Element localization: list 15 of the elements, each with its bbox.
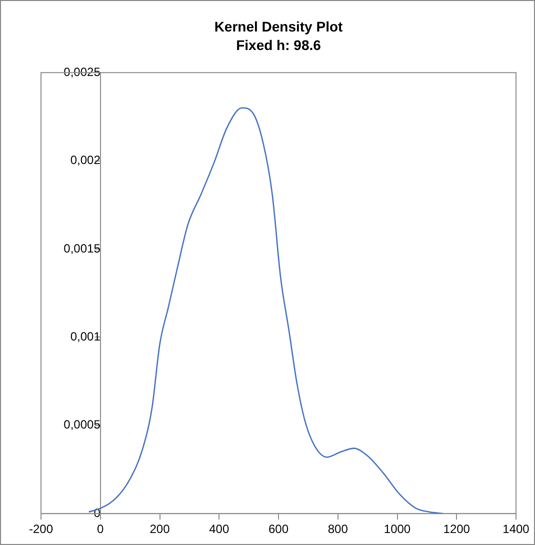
x-tick-label: 800 bbox=[328, 522, 348, 536]
x-tick-label: -200 bbox=[28, 522, 54, 536]
y-tick-label: 0,0005 bbox=[64, 418, 101, 432]
chart-title: Kernel Density Plot bbox=[214, 18, 344, 34]
y-tick-label: 0,001 bbox=[70, 330, 101, 344]
y-tick-label: 0,0025 bbox=[64, 64, 101, 79]
x-tick-label: 400 bbox=[209, 522, 230, 536]
x-tick-label: 600 bbox=[268, 522, 289, 536]
y-tick-label: 0,002 bbox=[70, 153, 101, 168]
x-tick-label: 1200 bbox=[443, 522, 470, 536]
x-tick-label: 200 bbox=[150, 522, 170, 536]
x-tick-label: 1000 bbox=[384, 522, 411, 536]
y-tick-label: 0,0015 bbox=[64, 241, 101, 256]
chart-subtitle: Fixed h: 98.6 bbox=[236, 37, 322, 54]
x-tick-label: 1400 bbox=[502, 522, 530, 536]
